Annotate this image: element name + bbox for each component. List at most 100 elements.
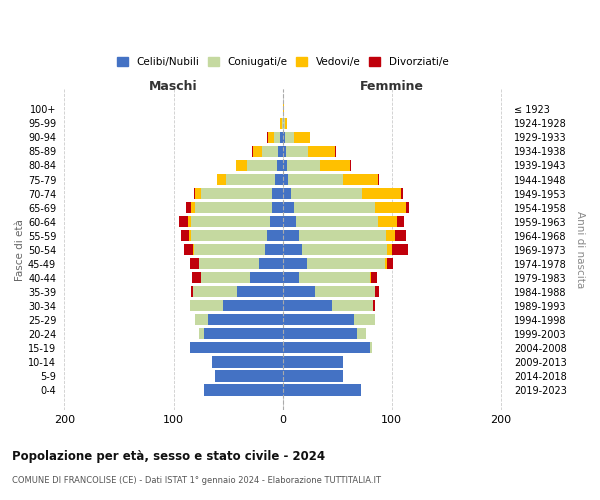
Bar bbox=[215, 370, 283, 382]
Bar bbox=[192, 272, 201, 283]
Bar bbox=[185, 202, 191, 213]
Bar bbox=[199, 328, 204, 340]
Bar bbox=[283, 146, 286, 157]
Bar bbox=[201, 188, 272, 200]
Bar bbox=[204, 328, 283, 340]
Bar bbox=[250, 272, 283, 283]
Bar bbox=[283, 104, 284, 115]
Bar bbox=[283, 258, 307, 270]
Bar bbox=[188, 216, 191, 228]
Bar bbox=[283, 286, 316, 298]
Bar bbox=[308, 146, 335, 157]
Bar bbox=[179, 216, 188, 228]
Bar bbox=[395, 230, 406, 241]
Bar bbox=[283, 160, 287, 171]
Bar bbox=[283, 188, 292, 200]
Bar bbox=[307, 258, 385, 270]
Bar bbox=[320, 160, 350, 171]
Bar bbox=[370, 272, 371, 283]
Bar bbox=[283, 230, 299, 241]
Bar bbox=[283, 118, 285, 129]
Bar bbox=[274, 132, 280, 143]
Bar bbox=[268, 132, 274, 143]
Bar bbox=[376, 286, 379, 298]
Bar bbox=[386, 230, 395, 241]
Bar bbox=[343, 174, 377, 186]
Bar bbox=[302, 244, 388, 256]
Bar bbox=[223, 300, 283, 312]
Bar bbox=[184, 244, 193, 256]
Bar bbox=[335, 146, 336, 157]
Text: Maschi: Maschi bbox=[149, 80, 198, 94]
Bar bbox=[283, 244, 302, 256]
Bar bbox=[388, 258, 393, 270]
Bar bbox=[397, 216, 404, 228]
Y-axis label: Fasce di età: Fasce di età bbox=[15, 218, 25, 280]
Bar bbox=[208, 314, 283, 326]
Bar bbox=[275, 174, 283, 186]
Bar bbox=[287, 160, 320, 171]
Bar bbox=[283, 342, 370, 353]
Bar bbox=[199, 258, 259, 270]
Bar bbox=[283, 216, 296, 228]
Bar bbox=[299, 230, 386, 241]
Bar bbox=[278, 146, 283, 157]
Bar bbox=[283, 356, 343, 368]
Bar bbox=[269, 216, 283, 228]
Bar bbox=[283, 174, 288, 186]
Bar bbox=[259, 258, 283, 270]
Bar bbox=[293, 202, 376, 213]
Bar bbox=[283, 132, 285, 143]
Bar bbox=[283, 328, 357, 340]
Bar bbox=[280, 118, 281, 129]
Bar bbox=[283, 384, 361, 396]
Text: COMUNE DI FRANCOLISE (CE) - Dati ISTAT 1° gennaio 2024 - Elaborazione TUTTITALIA: COMUNE DI FRANCOLISE (CE) - Dati ISTAT 1… bbox=[12, 476, 381, 485]
Bar bbox=[362, 188, 401, 200]
Bar bbox=[181, 230, 189, 241]
Bar bbox=[292, 188, 362, 200]
Bar bbox=[204, 384, 283, 396]
Bar bbox=[212, 356, 283, 368]
Bar bbox=[283, 272, 299, 283]
Bar bbox=[194, 244, 265, 256]
Bar bbox=[191, 202, 196, 213]
Bar bbox=[193, 286, 237, 298]
Bar bbox=[285, 118, 287, 129]
Text: Femmine: Femmine bbox=[360, 80, 424, 94]
Y-axis label: Anni di nascita: Anni di nascita bbox=[575, 211, 585, 288]
Bar bbox=[247, 160, 277, 171]
Bar bbox=[252, 146, 253, 157]
Bar bbox=[281, 118, 283, 129]
Bar bbox=[253, 146, 262, 157]
Bar bbox=[293, 132, 310, 143]
Bar bbox=[388, 244, 392, 256]
Bar bbox=[272, 188, 283, 200]
Bar bbox=[201, 272, 250, 283]
Bar bbox=[190, 300, 223, 312]
Bar bbox=[191, 286, 193, 298]
Bar bbox=[265, 244, 283, 256]
Bar bbox=[283, 202, 293, 213]
Bar bbox=[268, 230, 283, 241]
Bar bbox=[296, 216, 377, 228]
Bar bbox=[406, 202, 409, 213]
Bar bbox=[385, 258, 388, 270]
Bar bbox=[196, 314, 208, 326]
Bar bbox=[332, 300, 373, 312]
Bar bbox=[350, 160, 352, 171]
Bar bbox=[285, 132, 293, 143]
Bar bbox=[190, 342, 283, 353]
Bar bbox=[283, 314, 353, 326]
Bar bbox=[371, 272, 377, 283]
Bar bbox=[191, 216, 269, 228]
Bar bbox=[357, 328, 365, 340]
Bar bbox=[196, 188, 201, 200]
Bar bbox=[226, 174, 275, 186]
Text: Popolazione per età, sesso e stato civile - 2024: Popolazione per età, sesso e stato civil… bbox=[12, 450, 325, 463]
Bar bbox=[196, 202, 272, 213]
Bar bbox=[299, 272, 370, 283]
Bar bbox=[237, 286, 283, 298]
Bar bbox=[193, 244, 194, 256]
Bar bbox=[262, 146, 278, 157]
Bar bbox=[194, 188, 196, 200]
